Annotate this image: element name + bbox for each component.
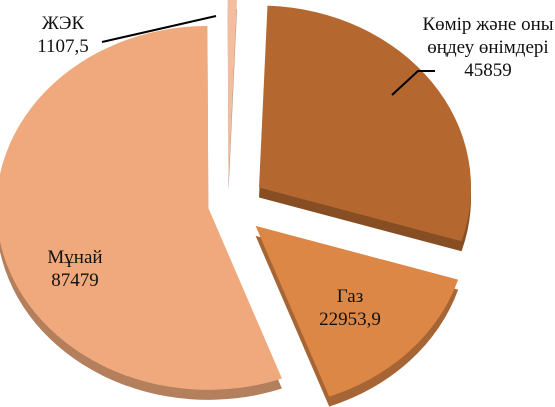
- value-label: 1107,5: [37, 36, 89, 57]
- slice: [227, 0, 237, 182]
- category-label: ЖЭК: [41, 13, 85, 34]
- slice-label: Көмір және оны өңдеу өнімдері 45859: [418, 13, 555, 82]
- slice-label: Мұнай 87479: [25, 246, 125, 292]
- value-label: 45859: [464, 60, 512, 81]
- leader-line: [101, 15, 217, 43]
- slice-label: Газ 22953,9: [295, 285, 405, 331]
- value-label: 22953,9: [319, 309, 381, 330]
- slice-label: ЖЭК 1107,5: [18, 12, 108, 58]
- category-label: Газ: [336, 286, 364, 307]
- category-label: Мұнай: [47, 247, 103, 268]
- slice: [259, 5, 472, 242]
- leader-line: [391, 70, 435, 96]
- category-label: Көмір және оны өңдеу өнімдері: [422, 14, 554, 58]
- slice: [0, 25, 282, 390]
- slice: [255, 225, 459, 397]
- value-label: 87479: [51, 270, 99, 291]
